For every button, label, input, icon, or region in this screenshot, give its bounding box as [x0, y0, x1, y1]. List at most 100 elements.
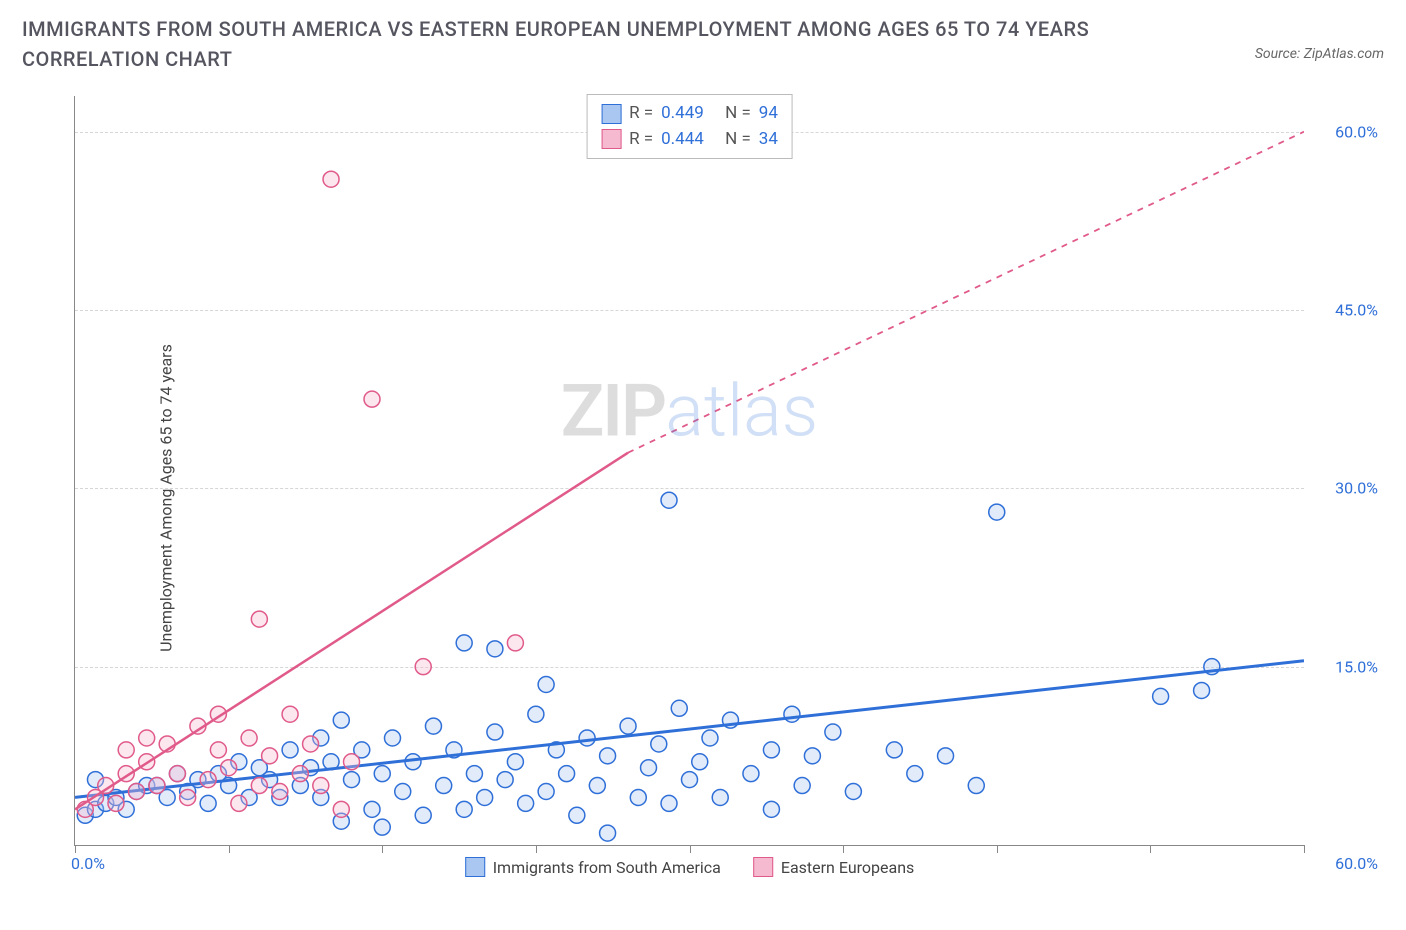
data-point [282, 706, 298, 722]
data-point [395, 784, 411, 800]
data-point [569, 807, 585, 823]
legend-r-label: R = [629, 101, 653, 127]
data-point [763, 742, 779, 758]
y-tick-label: 45.0% [1335, 301, 1378, 320]
data-point [415, 807, 431, 823]
legend-r-value: 0.449 [661, 101, 717, 127]
data-point [938, 748, 954, 764]
data-point [518, 795, 534, 811]
header-row: IMMIGRANTS FROM SOUTH AMERICA VS EASTERN… [0, 0, 1406, 74]
data-point [241, 730, 257, 746]
data-point [712, 789, 728, 805]
data-point [262, 748, 278, 764]
x-axis-min-label: 0.0% [71, 854, 105, 873]
x-tick [843, 845, 844, 853]
y-tick-label: 15.0% [1335, 657, 1378, 676]
data-point [139, 730, 155, 746]
data-point [784, 706, 800, 722]
legend-n-value: 34 [759, 127, 778, 153]
legend-top: R = 0.449 N = 94R = 0.444 N = 34 [586, 94, 793, 159]
x-tick [1150, 845, 1151, 853]
data-point [210, 742, 226, 758]
data-point [600, 825, 616, 841]
y-tick-label: 60.0% [1335, 122, 1378, 141]
x-tick [1304, 845, 1305, 853]
data-point [374, 766, 390, 782]
data-point [538, 677, 554, 693]
data-point [989, 504, 1005, 520]
x-tick [75, 845, 76, 853]
data-point [1194, 682, 1210, 698]
legend-swatch [601, 104, 621, 124]
data-point [763, 801, 779, 817]
data-point [507, 754, 523, 770]
data-point [415, 659, 431, 675]
data-point [344, 754, 360, 770]
data-point [384, 730, 400, 746]
data-point [487, 724, 503, 740]
data-point [251, 778, 267, 794]
legend-label: Eastern Europeans [781, 858, 914, 877]
data-point [620, 718, 636, 734]
data-point [292, 766, 308, 782]
data-point [794, 778, 810, 794]
data-point [497, 772, 513, 788]
legend-r-value: 0.444 [661, 127, 717, 153]
data-point [1153, 688, 1169, 704]
data-point [303, 736, 319, 752]
legend-n-label: N = [725, 101, 751, 127]
chart-title: IMMIGRANTS FROM SOUTH AMERICA VS EASTERN… [22, 14, 1122, 74]
source-label: Source: ZipAtlas.com [1255, 46, 1384, 62]
data-point [651, 736, 667, 752]
legend-top-row: R = 0.449 N = 94 [601, 101, 778, 127]
data-point [477, 789, 493, 805]
data-point [661, 492, 677, 508]
data-point [169, 766, 185, 782]
data-point [600, 748, 616, 764]
data-point [641, 760, 657, 776]
data-point [907, 766, 923, 782]
x-tick [536, 845, 537, 853]
data-point [374, 819, 390, 835]
legend-swatch [753, 857, 773, 877]
legend-bottom: Immigrants from South America Eastern Eur… [465, 857, 915, 877]
data-point [671, 700, 687, 716]
data-point [364, 391, 380, 407]
data-point [180, 789, 196, 805]
data-point [344, 772, 360, 788]
data-point [743, 766, 759, 782]
scatter-svg [75, 96, 1304, 845]
data-point [425, 718, 441, 734]
data-point [118, 742, 134, 758]
x-tick [382, 845, 383, 853]
legend-top-row: R =0.444N =34 [601, 127, 778, 153]
legend-n-value: 94 [759, 101, 778, 127]
data-point [200, 772, 216, 788]
legend-bottom-item: Immigrants from South America [465, 857, 721, 877]
data-point [323, 171, 339, 187]
data-point [579, 730, 595, 746]
data-point [456, 635, 472, 651]
data-point [528, 706, 544, 722]
data-point [968, 778, 984, 794]
data-point [487, 641, 503, 657]
x-tick [690, 845, 691, 853]
x-tick [997, 845, 998, 853]
data-point [466, 766, 482, 782]
data-point [436, 778, 452, 794]
data-point [221, 760, 237, 776]
legend-bottom-item: Eastern Europeans [753, 857, 914, 877]
data-point [589, 778, 605, 794]
data-point [128, 784, 144, 800]
trend-line-dashed [628, 132, 1304, 453]
data-point [251, 611, 267, 627]
data-point [702, 730, 718, 746]
x-axis-max-label: 60.0% [1335, 854, 1378, 873]
data-point [630, 789, 646, 805]
data-point [692, 754, 708, 770]
data-point [364, 801, 380, 817]
legend-swatch [601, 129, 621, 149]
legend-r-label: R = [629, 127, 653, 153]
data-point [231, 795, 247, 811]
x-tick [229, 845, 230, 853]
